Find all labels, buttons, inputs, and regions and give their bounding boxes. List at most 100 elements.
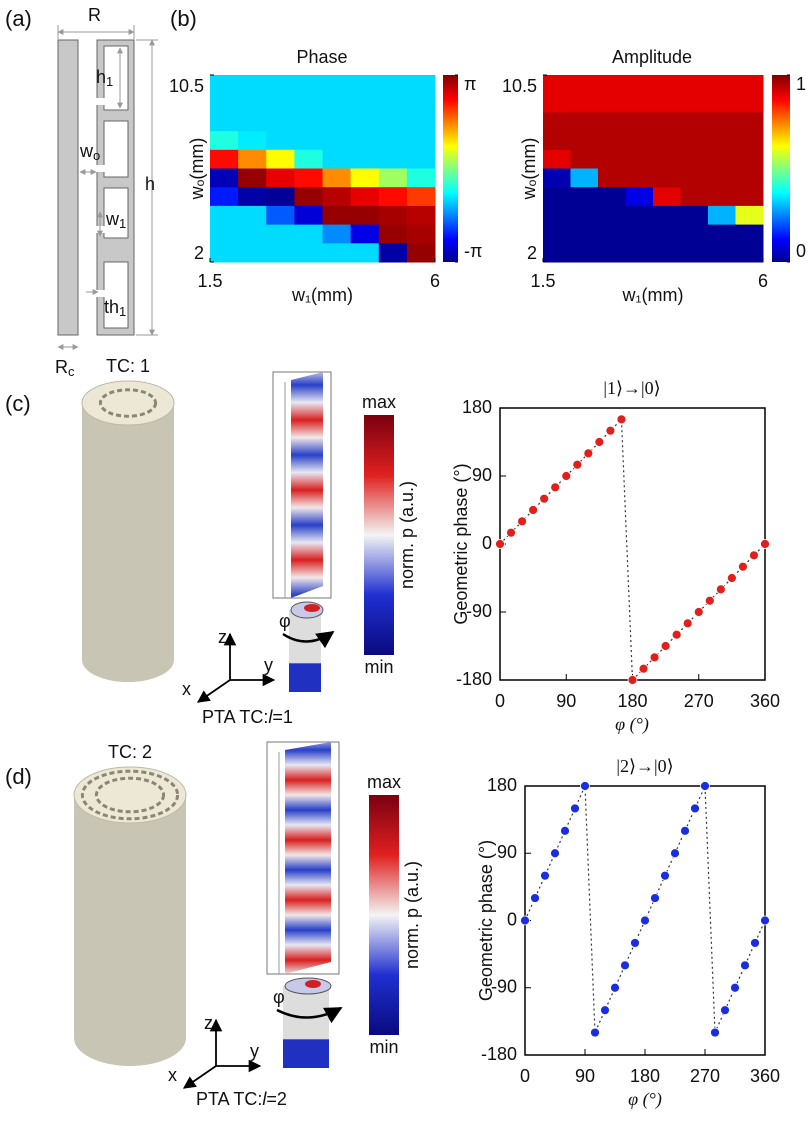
label-sub: o	[93, 148, 100, 163]
data-point	[590, 1027, 600, 1038]
heatmap-cell	[294, 75, 323, 95]
heatmap-cell	[322, 224, 352, 244]
heatmap-cell	[294, 205, 323, 226]
heatmap-cell	[294, 243, 323, 263]
heatmap-cell	[322, 205, 352, 226]
heatmap-cell	[598, 187, 626, 207]
chart-title: Phase	[296, 47, 347, 67]
data-point	[572, 459, 583, 470]
heatmap-cell	[735, 131, 764, 151]
heatmap-cell	[680, 168, 709, 188]
y-tick-label: 0	[482, 533, 492, 553]
x-tick-label: 180	[617, 691, 647, 711]
heatmap-cell	[570, 75, 599, 95]
label-sub: c	[68, 364, 75, 379]
heatmap-cell	[625, 75, 654, 95]
data-point	[506, 527, 516, 538]
x-tick-label: 6	[430, 271, 440, 291]
axis-label: y	[264, 655, 273, 675]
heatmap-cell	[708, 205, 736, 226]
heatmap-cell	[625, 131, 654, 151]
y-tick-label: 10.5	[502, 76, 537, 96]
axis-label: x	[168, 1065, 177, 1085]
heatmap-cell	[598, 112, 626, 132]
heatmap-cell	[625, 93, 654, 113]
heatmap-cell	[294, 168, 323, 188]
heatmap-cell	[350, 205, 380, 226]
heatmap-cell	[266, 93, 295, 113]
panel-label: (c)	[5, 391, 31, 416]
label-base: h	[96, 67, 106, 87]
heatmap-cell	[708, 168, 736, 188]
heatmap-cell	[543, 131, 571, 151]
heatmap-cell	[350, 224, 380, 244]
heatmap-cell	[543, 75, 571, 95]
x-axis-label: w₁(mm)	[621, 285, 683, 305]
data-point	[682, 618, 693, 629]
label-base: h	[145, 174, 155, 194]
data-point	[660, 641, 671, 651]
axis-label: y	[250, 1041, 259, 1061]
heatmap-cell	[322, 131, 352, 151]
data-point	[616, 414, 627, 425]
heatmap-cell	[378, 224, 408, 244]
heatmap-cell	[735, 168, 764, 188]
heatmap-cell	[598, 75, 626, 95]
heatmap-cell	[294, 93, 323, 113]
heatmap-cell	[680, 149, 709, 169]
heatmap-cell	[322, 149, 352, 169]
axis-label: z	[218, 627, 227, 647]
data-point	[570, 803, 580, 814]
heatmap-cell	[238, 149, 267, 169]
heatmap-cell	[653, 112, 681, 132]
x-tick-label: 360	[750, 1066, 780, 1086]
heatmap-cell	[570, 93, 599, 113]
cylinder-top	[81, 380, 175, 426]
data-point	[517, 516, 527, 527]
heatmap-cell	[598, 131, 626, 151]
heatmap-cell	[653, 168, 681, 188]
heatmap-cell	[708, 243, 736, 263]
pta-suffix: =1	[272, 707, 293, 727]
cylinder-ring	[94, 776, 166, 814]
data-point	[671, 629, 682, 640]
y-tick-label: 90	[497, 842, 517, 862]
data-point	[738, 561, 748, 572]
heatmap-cell	[210, 149, 239, 169]
heatmap-cell	[266, 187, 295, 207]
heatmap-cell	[238, 224, 267, 244]
data-point	[726, 573, 737, 583]
heatmap-cell	[378, 243, 408, 263]
heatmap-cell	[406, 224, 436, 244]
heatmap-cell	[708, 224, 736, 244]
heatmap-cell	[680, 131, 709, 151]
colorbar	[772, 75, 790, 262]
heatmap-cell	[406, 243, 436, 263]
heatmap-cell	[708, 187, 736, 207]
heatmap-cell	[238, 243, 267, 263]
heatmap-cell	[350, 75, 380, 95]
axis-label: z	[204, 1013, 213, 1033]
data-point	[610, 982, 620, 993]
data-point	[583, 448, 594, 459]
y-tick-label: 180	[462, 397, 492, 417]
heatmap-cell	[406, 205, 436, 226]
heatmap-cell	[625, 187, 654, 207]
cylinder-bottom	[82, 638, 174, 682]
heatmap-cell	[625, 205, 654, 226]
y-axis-label: wₒ(mm)	[187, 138, 207, 201]
cylinder-body	[82, 403, 174, 660]
heatmap-cell	[598, 168, 626, 188]
pta-highlight	[304, 604, 320, 612]
connecting-line	[524, 785, 766, 1033]
heatmap-cell	[266, 75, 295, 95]
heatmap-cell	[708, 75, 736, 95]
heatmap-cell	[406, 75, 436, 95]
axis-x	[182, 1065, 217, 1089]
heatmap-cell	[735, 187, 764, 207]
cylinder-bottom	[74, 1010, 186, 1066]
pta-symbol: l	[262, 1089, 267, 1109]
heatmap-cell	[570, 168, 599, 188]
data-point	[700, 781, 710, 791]
dimension-label: Rc	[55, 357, 75, 380]
